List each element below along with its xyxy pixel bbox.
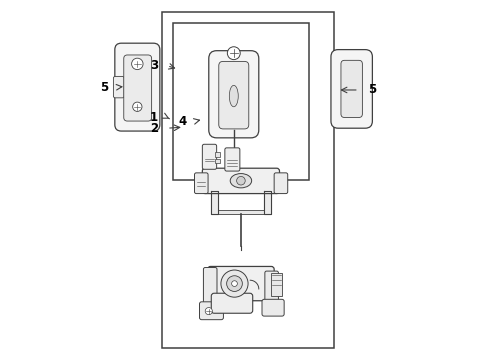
Circle shape	[131, 58, 143, 69]
Circle shape	[231, 281, 237, 287]
FancyBboxPatch shape	[224, 148, 240, 171]
Bar	[214, 158, 220, 163]
Polygon shape	[210, 191, 217, 214]
Bar	[271, 273, 282, 296]
Bar	[162, 12, 333, 348]
FancyBboxPatch shape	[207, 266, 274, 301]
FancyBboxPatch shape	[340, 60, 362, 117]
Text: 5: 5	[367, 84, 375, 96]
Circle shape	[205, 307, 212, 315]
Text: 2: 2	[150, 122, 158, 135]
Text: 5: 5	[101, 81, 108, 94]
FancyBboxPatch shape	[202, 144, 216, 169]
Text: 4: 4	[178, 114, 186, 127]
FancyBboxPatch shape	[203, 267, 217, 309]
Circle shape	[132, 102, 142, 111]
FancyBboxPatch shape	[330, 50, 372, 128]
Text: 1: 1	[150, 111, 158, 124]
FancyBboxPatch shape	[264, 271, 278, 309]
FancyBboxPatch shape	[113, 76, 124, 98]
FancyBboxPatch shape	[199, 302, 223, 320]
Ellipse shape	[230, 174, 251, 188]
Circle shape	[236, 176, 244, 185]
Text: 3: 3	[150, 59, 158, 72]
FancyBboxPatch shape	[262, 299, 284, 316]
Bar	[173, 23, 308, 180]
Bar	[214, 153, 220, 157]
FancyBboxPatch shape	[194, 173, 207, 194]
FancyBboxPatch shape	[123, 55, 151, 121]
FancyBboxPatch shape	[274, 173, 287, 194]
FancyBboxPatch shape	[202, 168, 279, 194]
Bar	[217, 210, 264, 214]
FancyBboxPatch shape	[211, 293, 252, 313]
FancyBboxPatch shape	[115, 43, 160, 131]
FancyBboxPatch shape	[218, 62, 248, 129]
Circle shape	[227, 47, 240, 60]
Circle shape	[221, 270, 247, 297]
Ellipse shape	[229, 85, 238, 107]
Circle shape	[226, 276, 242, 292]
Polygon shape	[264, 191, 271, 214]
FancyBboxPatch shape	[208, 51, 258, 138]
